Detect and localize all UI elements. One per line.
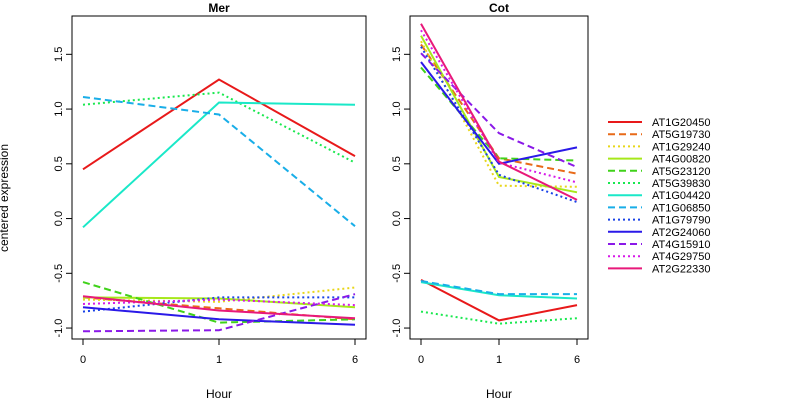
legend-item: AT4G15910 — [608, 239, 711, 251]
series-line-at2g24060 — [420, 61, 578, 165]
y-tick-label: 1.0 — [391, 101, 403, 116]
series-line-at4g29750 — [420, 29, 578, 184]
legend-item: AT5G19730 — [608, 129, 711, 141]
y-tick-label: 1.5 — [53, 47, 65, 62]
y-tick-label: 0.0 — [391, 211, 403, 226]
legend-item: AT1G79790 — [608, 215, 711, 227]
legend-item: AT5G39830 — [608, 178, 711, 190]
legend-item: AT2G22330 — [608, 263, 711, 275]
legend-item: AT4G29750 — [608, 251, 711, 263]
legend-item: AT1G20450 — [608, 117, 711, 129]
legend-item: AT5G23120 — [608, 166, 711, 178]
legend-label: AT4G00820 — [652, 154, 711, 166]
legend-label: AT5G19730 — [652, 129, 711, 141]
legend: AT1G20450AT5G19730AT1G29240AT4G00820AT5G… — [608, 117, 711, 275]
x-tick-label: 1 — [496, 354, 502, 366]
y-tick-label: -0.5 — [53, 264, 65, 283]
legend-item: AT1G06850 — [608, 202, 711, 214]
y-tick-label: 0.5 — [53, 156, 65, 171]
x-tick-label: 6 — [574, 354, 580, 366]
y-tick-label: 1.5 — [391, 47, 403, 62]
legend-label: AT4G29750 — [652, 251, 711, 263]
legend-label: AT1G04420 — [652, 190, 711, 202]
plot-frame — [71, 15, 367, 340]
legend-item: AT4G00820 — [608, 154, 711, 166]
x-tick-label: 6 — [352, 354, 358, 366]
series-line-at1g04420 — [420, 281, 578, 300]
legend-label: AT2G22330 — [652, 263, 711, 275]
series-line-at1g04420 — [82, 101, 356, 229]
y-tick-label: 0.5 — [391, 156, 403, 171]
series-line-at1g20450 — [82, 78, 356, 171]
series-line-at1g20450 — [420, 279, 578, 322]
panel-title: Mer — [208, 1, 230, 15]
legend-label: AT1G06850 — [652, 202, 711, 214]
legend-item: AT2G24060 — [608, 227, 711, 239]
y-tick-label: 1.0 — [53, 101, 65, 116]
y-axis-label: centered expression — [0, 144, 11, 252]
legend-label: AT5G39830 — [652, 178, 711, 190]
legend-item: AT1G29240 — [608, 141, 711, 153]
panel-title: Cot — [489, 1, 509, 15]
series-line-at1g79790 — [82, 296, 355, 313]
legend-label: AT1G20450 — [652, 117, 711, 129]
series-line-at5g23120 — [82, 281, 356, 324]
series-line-at1g06850 — [420, 280, 577, 296]
series-line-at4g15910 — [82, 293, 356, 333]
series-line-at5g39830 — [82, 91, 356, 164]
legend-label: AT2G24060 — [652, 227, 711, 239]
panel-mer: Mer -1.0 -0.5 0.0 0.5 1.0 1.5 0 1 6 Hour — [53, 1, 367, 400]
y-tick-label: -1.0 — [391, 319, 403, 338]
x-axis-label: Hour — [206, 387, 232, 400]
legend-label: AT1G79790 — [652, 215, 711, 227]
x-tick-label: 0 — [418, 354, 424, 366]
legend-label: AT1G29240 — [652, 141, 711, 153]
series-line-at4g29750 — [82, 298, 356, 307]
legend-item: AT1G04420 — [608, 190, 711, 202]
series-line-at4g00820 — [82, 296, 356, 309]
series-line-at4g15910 — [420, 52, 578, 169]
x-tick-label: 1 — [216, 354, 222, 366]
x-tick-label: 0 — [80, 354, 86, 366]
y-tick-label: -1.0 — [53, 319, 65, 338]
y-tick-label: -0.5 — [391, 264, 403, 283]
series-line-at5g39830 — [420, 310, 578, 325]
series-line-at1g79790 — [420, 46, 578, 204]
y-tick-label: 0.0 — [53, 211, 65, 226]
series-line-at2g22330 — [420, 23, 578, 201]
series-line-at2g22330 — [82, 295, 356, 320]
x-axis-label: Hour — [486, 387, 512, 400]
series-line-at5g23120 — [420, 66, 578, 162]
legend-label: AT5G23120 — [652, 166, 711, 178]
legend-label: AT4G15910 — [652, 239, 711, 251]
series-line-at2g24060 — [82, 306, 356, 326]
panel-cot: Cot -1.0 -0.5 0.0 0.5 1.0 1.5 0 1 6 Hour — [391, 1, 589, 400]
series-line-at1g06850 — [82, 96, 356, 227]
